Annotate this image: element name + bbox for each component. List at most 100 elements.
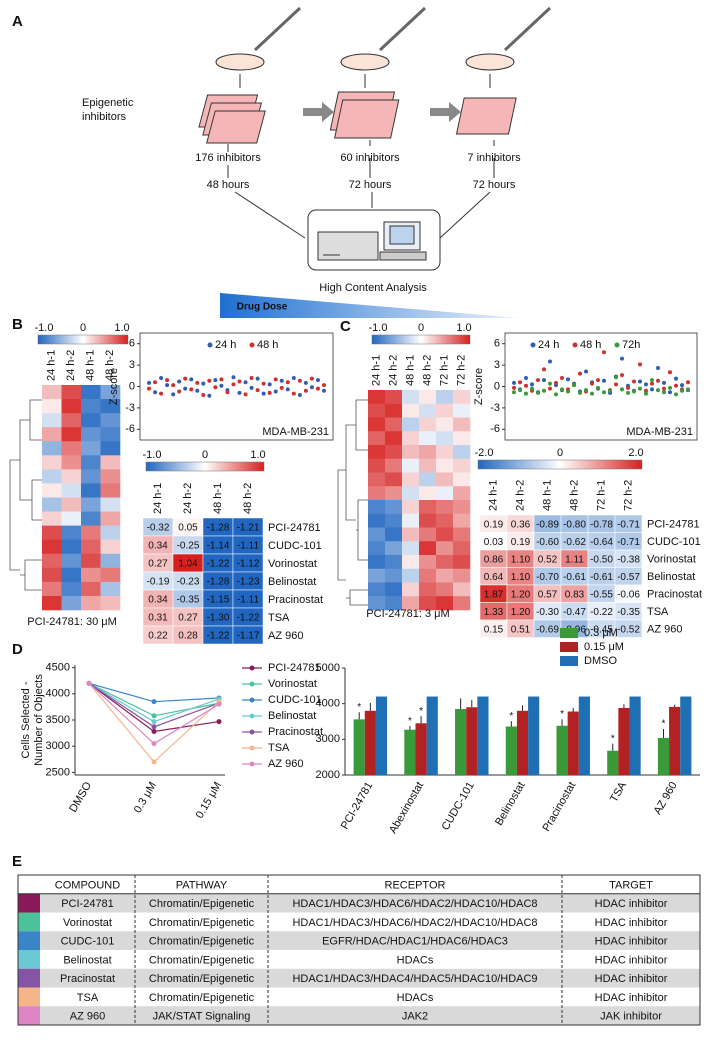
row-label: CUDC-101 — [268, 540, 322, 552]
heat-cell — [385, 541, 403, 556]
heat-cell — [453, 486, 471, 501]
heat-cell — [42, 483, 62, 498]
heat-cell — [385, 555, 403, 570]
bar — [556, 725, 568, 775]
column-label: 48 h-1 — [541, 480, 553, 511]
heat-cell — [385, 445, 403, 460]
point — [297, 378, 302, 383]
color-swatch — [18, 931, 40, 950]
x-tick-label: AZ 960 — [652, 780, 680, 817]
heat-cell — [402, 417, 420, 432]
significance: * — [662, 719, 666, 730]
x-tick-label: CUDC-101 — [440, 780, 477, 833]
point — [255, 376, 260, 381]
heat-cell — [436, 472, 454, 487]
heat-cell — [436, 568, 454, 583]
heat-cell — [385, 596, 403, 611]
row-label: Vorinostat — [647, 554, 696, 566]
table-cell: HDAC1/HDAC3/HDAC4/HDAC5/HDAC10/HDAC9 — [292, 973, 537, 985]
colorbar-label: 0 — [80, 322, 86, 334]
column-label: 48 h-2 — [568, 480, 580, 511]
point — [584, 388, 588, 393]
heat-cell — [436, 403, 454, 418]
stage-time: 72 hours — [473, 179, 516, 191]
workflow-art — [9, 6, 552, 606]
cell-value: -0.62 — [563, 537, 586, 548]
heat-cell — [42, 427, 62, 442]
y-tick-label: 3500 — [46, 714, 70, 726]
point — [518, 380, 522, 385]
heat-cell — [419, 541, 437, 556]
point — [662, 390, 666, 395]
cell-value: -0.89 — [536, 519, 559, 530]
heat-cell — [453, 596, 471, 611]
cell-value: -1.12 — [237, 559, 260, 570]
cell-value: 0.34 — [148, 541, 168, 552]
point — [177, 379, 182, 384]
stage-time: 48 hours — [207, 179, 250, 191]
heat-cell — [419, 445, 437, 460]
y-tick-label: 6 — [129, 338, 135, 350]
table-cell: Chromatin/Epigenetic — [149, 917, 255, 929]
column-label: 24 h-1 — [46, 350, 58, 381]
point — [626, 390, 630, 395]
heat-cell — [61, 441, 82, 456]
point — [216, 701, 222, 707]
heat-cell — [436, 596, 454, 611]
heat-cell — [81, 511, 101, 526]
point — [584, 369, 588, 374]
panel-label: B — [12, 316, 23, 333]
y-axis-label: Z-score — [108, 368, 120, 405]
heat-cell — [61, 455, 82, 470]
point — [151, 724, 157, 730]
colorbar-label: 0 — [557, 447, 563, 459]
table-cell: JAK2 — [402, 1011, 428, 1023]
panel-label: C — [340, 318, 351, 335]
cell-value: 0.05 — [178, 523, 198, 534]
heat-cell — [419, 472, 437, 487]
bar — [528, 696, 540, 775]
heat-cell — [42, 441, 62, 456]
cell-value: 0.15 — [484, 624, 504, 635]
point — [261, 391, 266, 396]
row-label: Vorinostat — [268, 558, 317, 570]
input-label: Epigenetic — [82, 97, 134, 109]
heat-cell — [61, 413, 82, 428]
heat-cell — [61, 483, 82, 498]
point — [231, 375, 236, 380]
heat-cell — [419, 431, 437, 446]
table-cell: Chromatin/Epigenetic — [149, 898, 255, 910]
y-tick-label: -3 — [490, 402, 500, 414]
legend-marker — [249, 713, 255, 719]
table-cell: HDAC inhibitor — [595, 917, 668, 929]
legend-label: 24 h — [215, 339, 236, 351]
point — [201, 393, 206, 398]
point — [524, 391, 528, 396]
row-label: AZ 960 — [268, 630, 303, 642]
y-tick-label: 0 — [129, 380, 135, 392]
table-header: TARGET — [609, 879, 653, 891]
bar — [657, 737, 670, 775]
heat-cell — [419, 568, 437, 583]
cell-value: 0.31 — [148, 613, 168, 624]
cell-value: 1.10 — [511, 554, 531, 565]
column-label: 48 h-1 — [85, 350, 97, 381]
panel-label: E — [12, 853, 22, 870]
point — [524, 383, 528, 388]
bar — [404, 729, 416, 775]
cell-value: 0.83 — [565, 589, 585, 600]
point — [151, 729, 157, 735]
point — [216, 719, 222, 725]
heat-cell — [61, 567, 82, 583]
heat-cell — [368, 555, 386, 570]
point — [530, 382, 534, 387]
cell-value: -0.45 — [590, 624, 613, 635]
colorbar-label: -1.0 — [35, 322, 54, 334]
heat-cell — [453, 417, 471, 432]
column-label: 48 h-2 — [242, 483, 254, 514]
colorbar — [477, 459, 643, 470]
point — [536, 378, 540, 383]
point — [656, 378, 660, 383]
heat-cell — [453, 458, 471, 473]
legend-swatch — [560, 642, 578, 652]
